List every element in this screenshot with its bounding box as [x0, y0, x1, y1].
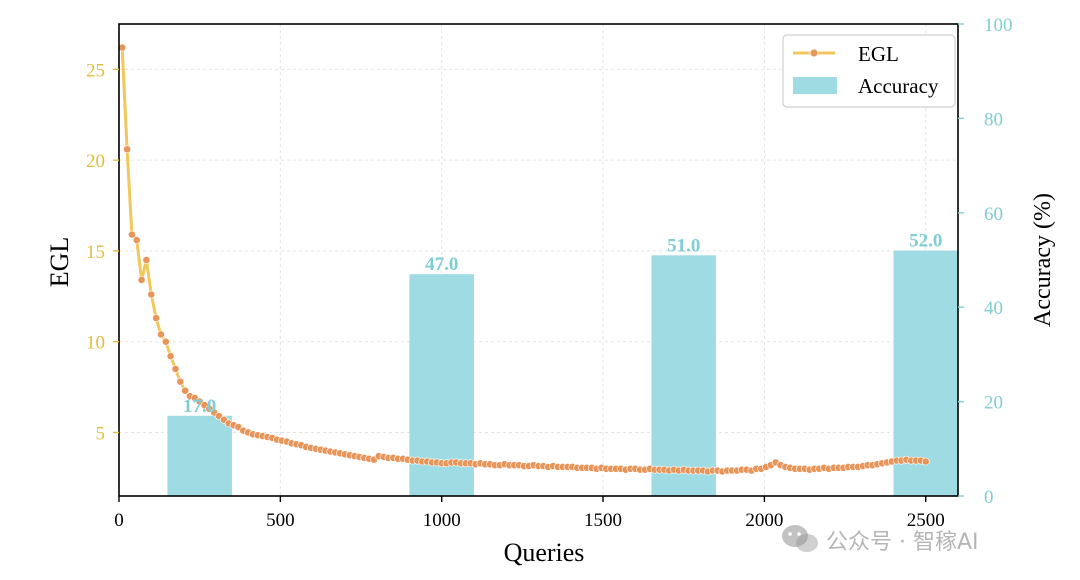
accuracy-bar: [167, 415, 232, 496]
right-tick-label: 20: [984, 393, 1003, 414]
plot-frame: [118, 23, 959, 497]
left-axis-ticks: 5 10 15 20 25: [86, 60, 119, 444]
left-tick-label: 5: [96, 423, 106, 444]
accuracy-bar-label: 51.0: [667, 235, 700, 256]
egl-point: [142, 256, 151, 264]
right-axis-label: Accuracy (%): [1030, 193, 1056, 327]
egl-point: [128, 230, 136, 239]
x-tick-label: 1000: [423, 510, 461, 531]
legend-accuracy-swatch: [793, 77, 837, 94]
left-tick-label: 15: [86, 242, 105, 263]
egl-point: [181, 386, 190, 395]
accuracy-bar: [651, 255, 716, 496]
accuracy-bar-label: 47.0: [425, 254, 458, 275]
right-tick-label: 40: [984, 298, 1003, 319]
legend-egl-label: EGL: [858, 42, 899, 66]
wechat-icon: [782, 525, 818, 552]
left-tick-label: 20: [86, 151, 105, 172]
legend-egl-swatch-marker: [809, 48, 819, 58]
egl-point: [157, 330, 165, 339]
accuracy-bars: [167, 250, 958, 496]
left-axis-label: EGL: [45, 237, 74, 288]
accuracy-bar: [893, 250, 958, 496]
egl-point: [132, 236, 141, 244]
right-tick-label: 80: [984, 109, 1003, 130]
egl-point: [171, 365, 180, 373]
x-tick-label: 0: [114, 510, 124, 531]
right-tick-label: 100: [984, 15, 1013, 36]
accuracy-bar-labels: 17.0 47.0 51.0 52.0: [183, 231, 942, 417]
left-tick-label: 25: [86, 60, 105, 81]
egl-point: [152, 314, 161, 322]
right-axis-ticks: 0 20 40 60 80 100: [958, 15, 1013, 508]
egl-point: [161, 337, 170, 346]
egl-point: [123, 145, 131, 154]
accuracy-bar-label: 52.0: [909, 231, 942, 252]
x-axis-ticks: 0 500 1000 1500 2000 2500: [114, 496, 945, 531]
egl-point: [176, 377, 185, 386]
egl-line: [120, 47, 926, 473]
egl-line-series: [118, 43, 930, 476]
watermark-text: 公众号 · 智稼AI: [826, 530, 979, 555]
egl-point: [137, 276, 146, 284]
x-tick-label: 2500: [907, 510, 945, 531]
x-tick-label: 2000: [745, 510, 783, 531]
egl-point: [147, 290, 156, 299]
x-tick-label: 500: [266, 510, 295, 531]
legend-accuracy-label: Accuracy: [858, 74, 939, 98]
watermark: 公众号 · 智稼AI: [780, 520, 1070, 560]
x-axis-label: Queries: [504, 538, 585, 567]
egl-point: [921, 457, 930, 466]
egl-point: [166, 352, 175, 361]
left-tick-label: 10: [86, 333, 105, 354]
x-tick-label: 1500: [584, 510, 622, 531]
right-tick-label: 60: [984, 204, 1003, 225]
legend: EGL Accuracy: [782, 34, 956, 108]
accuracy-bar-label: 17.0: [183, 396, 216, 417]
right-tick-label: 0: [984, 487, 994, 508]
